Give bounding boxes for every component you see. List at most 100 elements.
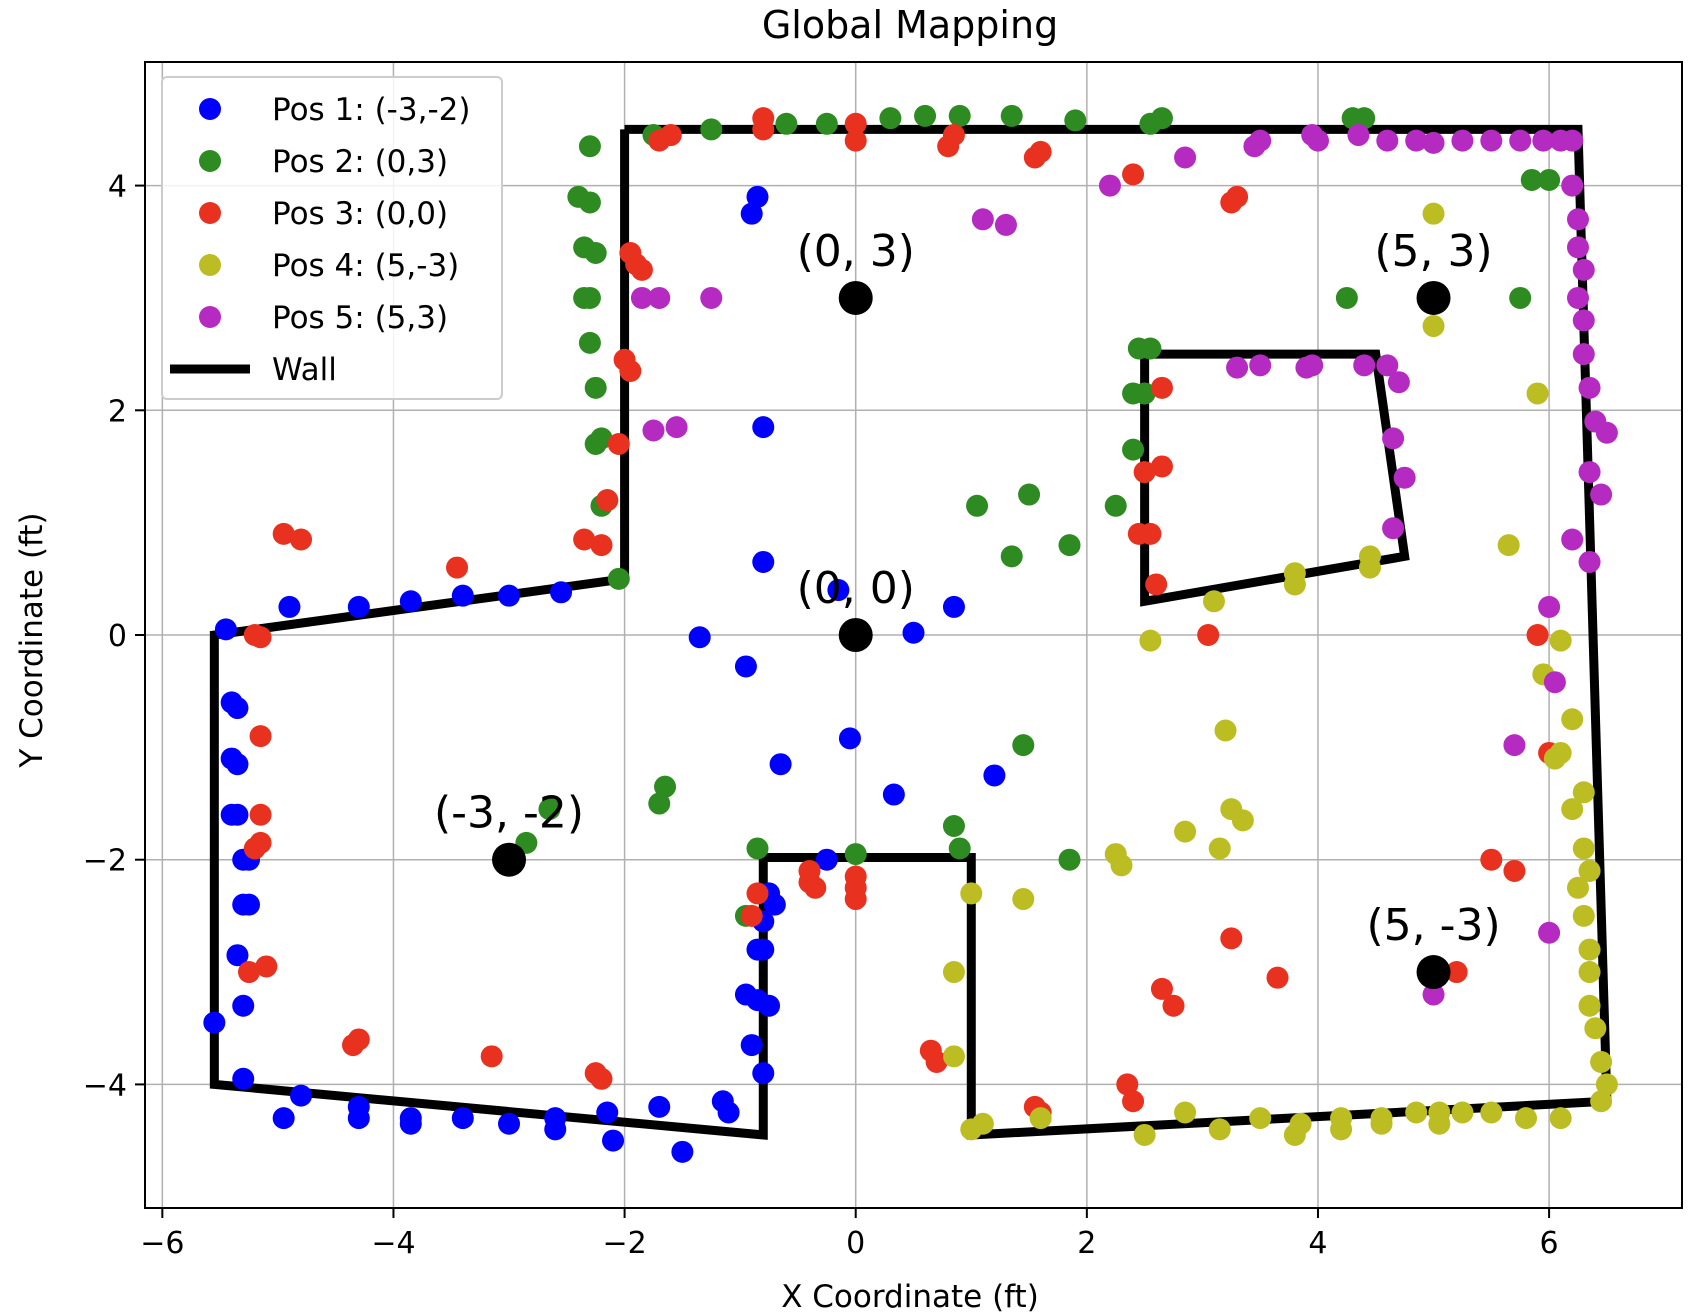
scan-point-pos-2	[1520, 168, 1543, 191]
legend-marker	[199, 306, 221, 328]
scan-point-pos-2	[607, 567, 630, 590]
scan-point-pos-5	[1590, 483, 1613, 506]
scan-point-pos-2	[648, 792, 671, 815]
scan-point-pos-4	[1029, 1107, 1052, 1130]
scan-point-pos-5	[1538, 921, 1561, 944]
scan-point-pos-3	[596, 489, 619, 512]
scan-point-pos-3	[630, 258, 653, 281]
scan-point-pos-3	[255, 955, 278, 978]
scan-point-pos-3	[752, 107, 775, 130]
scan-point-pos-2	[1509, 286, 1532, 309]
scan-point-pos-5	[1532, 129, 1555, 152]
scan-point-pos-3	[844, 888, 867, 911]
scan-point-pos-1	[717, 1101, 740, 1124]
scan-point-pos-2	[942, 815, 965, 837]
scan-point-pos-5	[1572, 309, 1595, 332]
scan-point-pos-3	[243, 837, 266, 860]
scan-point-pos-5	[1509, 129, 1532, 152]
scan-point-pos-5	[1353, 354, 1376, 377]
scan-point-pos-1	[740, 1034, 763, 1057]
x-tick-label: 6	[1540, 1226, 1559, 1261]
legend-label: Pos 1: (-3,-2)	[272, 92, 470, 128]
scan-point-pos-1	[752, 550, 775, 573]
scan-point-pos-4	[942, 1045, 965, 1068]
scan-point-pos-4	[1249, 1107, 1272, 1130]
scan-point-pos-5	[1249, 354, 1272, 377]
scan-point-pos-4	[1590, 1050, 1613, 1073]
scan-point-pos-4	[1358, 556, 1381, 579]
scan-point-pos-1	[827, 579, 850, 602]
scan-point-pos-5	[1561, 528, 1584, 551]
scan-point-pos-5	[1595, 421, 1618, 444]
scan-point-pos-2	[948, 104, 971, 127]
scan-point-pos-3	[1445, 961, 1468, 984]
scan-point-pos-2	[1150, 107, 1173, 130]
scan-point-pos-5	[1566, 236, 1589, 259]
scan-point-pos-4	[1526, 382, 1549, 405]
scan-point-pos-1	[734, 983, 757, 1006]
y-tick-label: 2	[108, 394, 127, 429]
scan-point-pos-1	[942, 595, 965, 618]
scan-point-pos-4	[1405, 1101, 1428, 1124]
legend-marker	[199, 98, 221, 120]
scan-point-pos-3	[619, 359, 642, 382]
robot-position-marker	[1416, 280, 1451, 315]
scan-point-pos-4	[1451, 1101, 1474, 1124]
scan-point-pos-3	[798, 859, 821, 882]
scan-point-pos-4	[1214, 719, 1237, 742]
scan-point-pos-4	[1133, 1123, 1156, 1146]
scan-point-pos-3	[1122, 1090, 1145, 1113]
scan-point-pos-2	[1058, 534, 1081, 557]
scan-point-pos-1	[203, 1011, 226, 1034]
robot-positions: (0, 3) (5, 3) (0, 0) (-3, -2) (5, -3)	[434, 226, 1501, 990]
scan-point-pos-5	[1503, 734, 1526, 757]
scan-point-pos-5	[1561, 174, 1584, 197]
scan-point-pos-2	[700, 118, 723, 141]
scan-point-pos-3	[1480, 848, 1503, 871]
scan-point-pos-2	[1538, 168, 1561, 191]
scan-point-pos-4	[1578, 938, 1601, 961]
scan-point-pos-3	[1150, 455, 1173, 478]
scan-point-pos-3	[249, 725, 272, 748]
scan-point-pos-3	[1116, 1073, 1139, 1096]
scan-point-pos-1	[602, 1129, 625, 1152]
scan-point-pos-4	[1330, 1118, 1353, 1141]
scan-point-pos-1	[498, 1112, 521, 1135]
x-tick-label: −2	[602, 1226, 646, 1261]
scan-point-pos-4	[1370, 1112, 1393, 1135]
scan-point-pos-4	[1208, 837, 1231, 860]
scan-point-pos-1	[347, 1107, 370, 1130]
scan-point-pos-5	[1561, 129, 1584, 152]
scan-point-pos-2	[538, 798, 561, 821]
scan-point-pos-4	[1110, 854, 1133, 877]
scan-point-pos-1	[550, 581, 573, 604]
scan-point-pos-5	[1578, 461, 1601, 484]
scan-point-pos-1	[648, 1095, 671, 1118]
scan-point-pos-4	[1422, 315, 1445, 338]
scan-point-pos-2	[1000, 104, 1023, 127]
scan-point-pos-4	[1561, 708, 1584, 731]
scan-point-pos-5	[971, 208, 994, 231]
scan-point-pos-2	[578, 286, 601, 309]
scan-point-pos-4	[1578, 961, 1601, 984]
inner-wall-line	[1140, 349, 1410, 607]
scan-points	[203, 104, 1618, 1163]
x-tick-label: −6	[140, 1226, 184, 1261]
x-tick-label: −4	[371, 1226, 415, 1261]
scan-point-pos-4	[1283, 573, 1306, 596]
scan-point-pos-1	[983, 764, 1006, 787]
robot-position-marker	[492, 842, 527, 877]
scan-point-pos-5	[1578, 376, 1601, 399]
scan-point-pos-2	[1058, 848, 1081, 871]
legend-marker	[199, 254, 221, 276]
scan-point-pos-5	[1572, 258, 1595, 281]
scan-point-pos-5	[630, 286, 653, 309]
scan-point-pos-1	[451, 584, 474, 607]
scan-point-pos-3	[844, 112, 867, 135]
scan-point-pos-3	[1150, 376, 1173, 399]
scan-point-pos-5	[1538, 595, 1561, 618]
robot-position-label: (0, 0)	[797, 563, 915, 614]
x-tick-label: 2	[1077, 1226, 1096, 1261]
scan-point-pos-4	[1231, 809, 1254, 832]
scan-point-pos-1	[769, 753, 792, 776]
